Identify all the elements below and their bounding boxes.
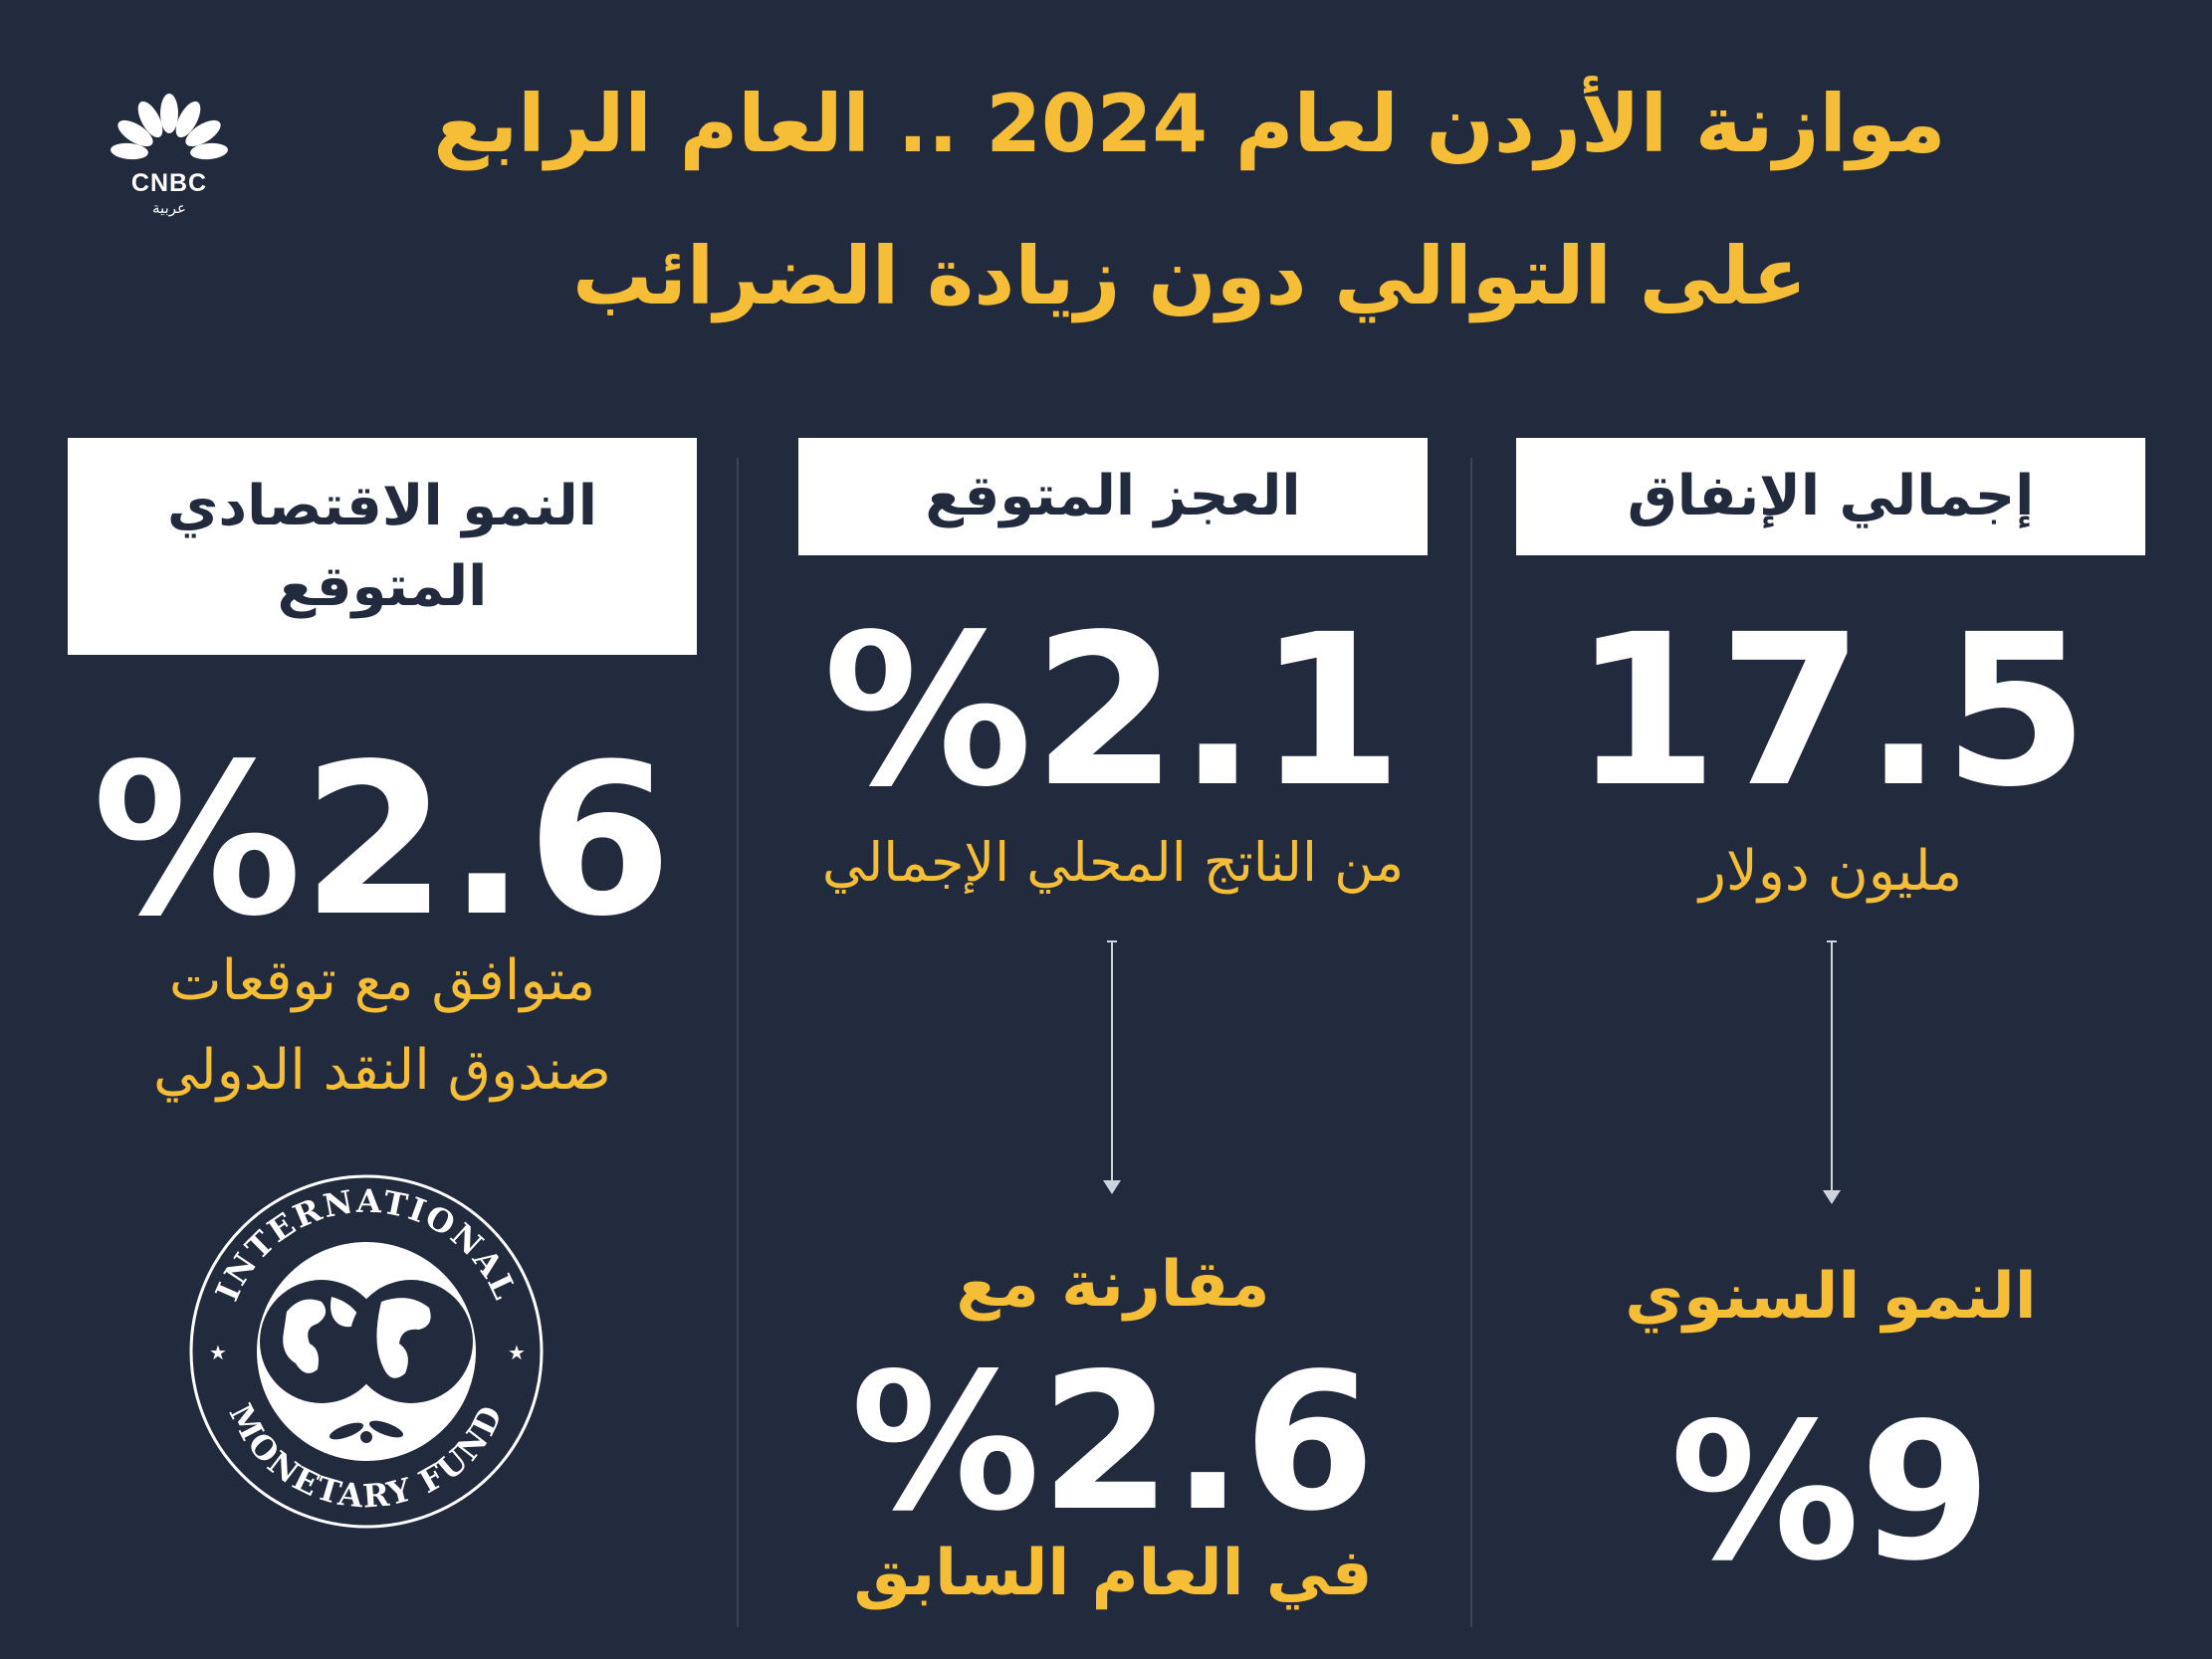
spending-label-box: إجمالي الإنفاق [1516,438,2145,555]
logo-brand-text: CNBC [130,169,208,197]
peacock-icon [111,94,228,160]
down-arrow-deficit [1111,940,1113,1181]
growth-note-line2: صندوق النقد الدولي [153,1038,611,1103]
down-arrow-head-icon [1103,1180,1121,1194]
compare-value: %2.6 [850,1333,1376,1553]
growth-note-line1: متوافق مع توقعات [168,948,596,1013]
spending-unit: مليون دولار [1698,839,1963,904]
annual-growth-value: %9 [1669,1382,1992,1602]
deficit-label: العجز المتوقع [925,464,1301,529]
deficit-label-box: العجز المتوقع [798,438,1428,555]
page-title-line1: موازنة الأردن لعام 2024 .. العام الرابع [433,78,1946,170]
imf-seal-logo: INTERNATIONAL MONETARY FUND ★ ★ [189,1174,544,1529]
growth-label-line2: المتوقع [277,554,488,619]
growth-label-box: النمو الاقتصادي المتوقع [68,438,697,655]
olive-branch-icon [329,1420,404,1443]
globe-right-icon [349,1280,473,1403]
globe-left-icon [260,1280,383,1403]
cnbc-arabia-logo: CNBC عربية [95,92,244,221]
logo-sub-text: عربية [152,199,186,217]
page-title-line2: على التوالي دون زيادة الضرائب [572,230,1807,322]
growth-label-line1: النمو الاقتصادي [167,473,597,538]
down-arrow-head-icon [1823,1190,1841,1204]
star-icon: ★ [209,1341,227,1364]
compare-note: في العام السابق [853,1537,1373,1610]
column-divider-right [1470,458,1472,1627]
growth-value: %2.6 [92,719,673,962]
deficit-unit: من الناتج المحلي الإجمالي [821,831,1405,894]
deficit-value: %2.1 [822,589,1404,833]
down-arrow-spending [1831,940,1833,1191]
spending-label: إجمالي الإنفاق [1627,464,2035,529]
star-icon: ★ [508,1341,526,1364]
column-divider-left [737,458,739,1627]
compare-label: مقارنة مع [956,1248,1270,1322]
spending-value: 17.5 [1572,589,2090,833]
annual-growth-label: النمو السنوي [1625,1260,2037,1334]
